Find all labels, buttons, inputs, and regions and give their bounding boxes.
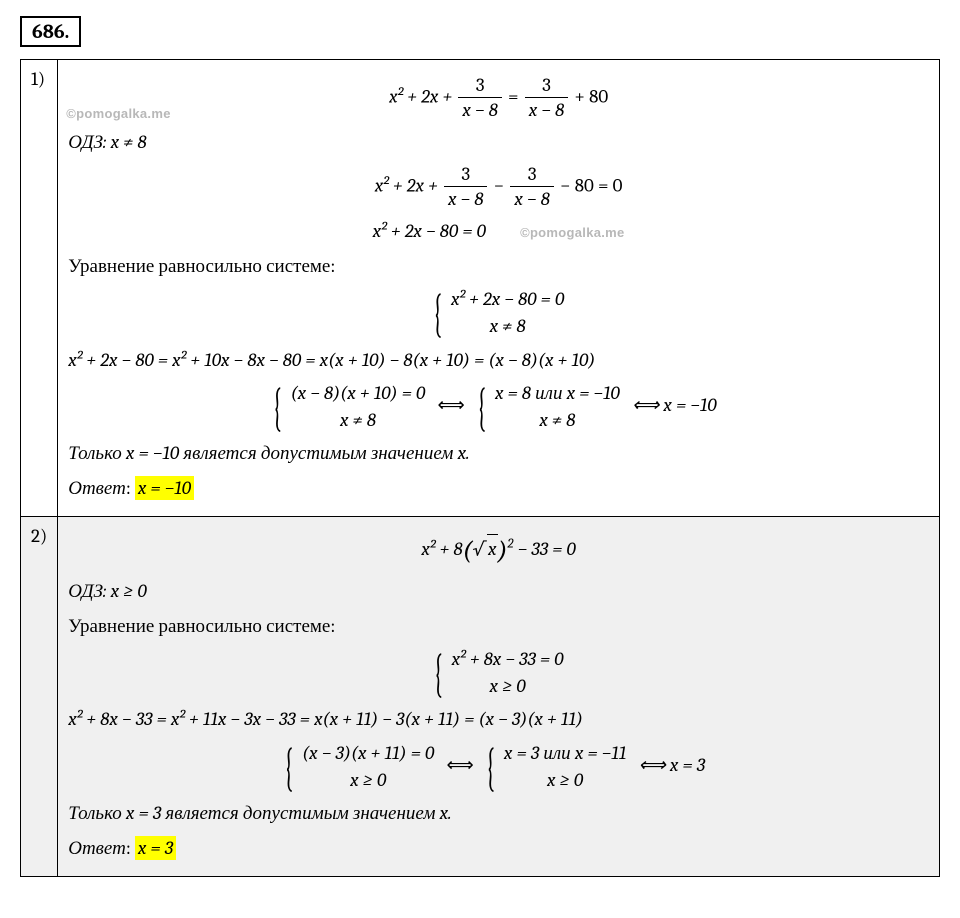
p1-only-text: Только x = −10 является допустимым значе…: [68, 439, 929, 468]
frac-num: 3: [458, 74, 501, 98]
part-1-number: 1): [21, 60, 58, 517]
colon: :: [126, 837, 135, 859]
eq-prefix: x² + 2x +: [375, 175, 442, 197]
final-result: ⟺ x = 3: [638, 754, 705, 776]
sys-row: x ≠ 8: [495, 407, 620, 434]
sqrt-icon: √x: [472, 534, 497, 564]
sys-row: x = 3 или x = −11: [504, 740, 626, 767]
sys-row: x ≥ 0: [504, 767, 626, 794]
p1-system2: (x − 8)(x + 10) = 0 x ≠ 8 ⟺ x = 8 или x …: [68, 380, 929, 433]
sys-row: x ≠ 8: [451, 313, 564, 340]
colon: :: [126, 477, 135, 499]
p1-eq2-frac1: 3 x − 8: [444, 163, 487, 211]
p2-factor: x² + 8x − 33 = x² + 11x − 3x − 33 = x(x …: [68, 705, 929, 734]
sys-row: x ≥ 0: [452, 673, 564, 700]
eq-suffix: − 80 = 0: [560, 175, 622, 197]
p1-eq3: x² + 2x − 80 = 0 ©pomogalka.me: [68, 217, 929, 246]
sys-row: (x − 8)(x + 10) = 0: [291, 380, 426, 407]
frac-den: x − 8: [444, 187, 487, 212]
p1-eq1-frac1: 3 x − 8: [458, 74, 501, 122]
sys-row: x ≥ 0: [302, 767, 434, 794]
problem-number: 686.: [20, 16, 81, 47]
solution-table: 1) x² + 2x + 3 x − 8 = 3 x − 8 + 80 ©pom…: [20, 59, 940, 877]
sys-row: x = 8 или x = −10: [495, 380, 620, 407]
only-text: Только x = 3 является допустимым значени…: [68, 802, 451, 824]
p1-eq2-frac2: 3 x − 8: [510, 163, 553, 211]
eq-mid: =: [508, 86, 523, 108]
watermark: ©pomogalka.me: [66, 104, 171, 124]
p1-eq1-prefix: x² + 2x +: [389, 86, 456, 108]
part-2-content: x² + 8(√x)2 − 33 = 0 ОДЗ: x ≥ 0 Уравнени…: [58, 517, 940, 877]
p1-eq2: x² + 2x + 3 x − 8 − 3 x − 8 − 80 = 0: [68, 163, 929, 211]
answer-label: Ответ: [68, 837, 126, 859]
frac-den: x − 8: [510, 187, 553, 212]
frac-den: x − 8: [525, 98, 568, 123]
frac-num: 3: [525, 74, 568, 98]
final-result: ⟺ x = −10: [632, 394, 717, 416]
p1-system1: x² + 2x − 80 = 0 x ≠ 8: [68, 286, 929, 339]
p2-answer: Ответ: x = 3: [68, 834, 929, 863]
eq-suffix: + 80: [574, 86, 608, 108]
frac-num: 3: [510, 163, 553, 187]
p2-system1: x² + 8x − 33 = 0 x ≥ 0: [68, 646, 929, 699]
sys-row: x² + 2x − 80 = 0: [451, 286, 564, 313]
eq-mid: −: [494, 175, 509, 197]
sqrt-arg: x: [487, 534, 497, 564]
p1-eq1: x² + 2x + 3 x − 8 = 3 x − 8 + 80: [68, 74, 929, 122]
sys-row: (x − 3)(x + 11) = 0: [302, 740, 434, 767]
p2-system2: (x − 3)(x + 11) = 0 x ≥ 0 ⟺ x = 3 или x …: [68, 740, 929, 793]
frac-den: x − 8: [458, 98, 501, 123]
p2-eq1: x² + 8(√x)2 − 33 = 0: [68, 531, 929, 571]
p1-answer: Ответ: x = −10: [68, 474, 929, 503]
iff-symbol: ⟺: [446, 754, 473, 776]
frac-num: 3: [444, 163, 487, 187]
answer-label: Ответ: [68, 477, 126, 499]
sys-row: x² + 8x − 33 = 0: [452, 646, 564, 673]
p2-only-text: Только x = 3 является допустимым значени…: [68, 799, 929, 828]
p2-equiv-text: Уравнение равносильно системе:: [68, 612, 929, 641]
sys-row: x ≠ 8: [291, 407, 426, 434]
answer-value: x = −10: [135, 476, 194, 500]
p1-factor: x² + 2x − 80 = x² + 10x − 8x − 80 = x(x …: [68, 346, 929, 375]
part-1-content: x² + 2x + 3 x − 8 = 3 x − 8 + 80 ©pomoga…: [58, 60, 940, 517]
only-text: Только x = −10 является допустимым значе…: [68, 442, 469, 464]
p2-odz: ОДЗ: x ≥ 0: [68, 577, 929, 606]
p1-equiv-text: Уравнение равносильно системе:: [68, 252, 929, 281]
eq-text: x² + 2x − 80 = 0: [373, 220, 486, 242]
part-2-number: 2): [21, 517, 58, 877]
eq-text: x² + 8: [421, 538, 462, 560]
p1-odz: ОДЗ: x ≠ 8: [68, 128, 929, 157]
p1-eq1-frac2: 3 x − 8: [525, 74, 568, 122]
eq-text: − 33 = 0: [514, 538, 576, 560]
watermark: ©pomogalka.me: [520, 225, 625, 240]
iff-symbol: ⟺: [438, 394, 465, 416]
answer-value: x = 3: [135, 836, 176, 860]
